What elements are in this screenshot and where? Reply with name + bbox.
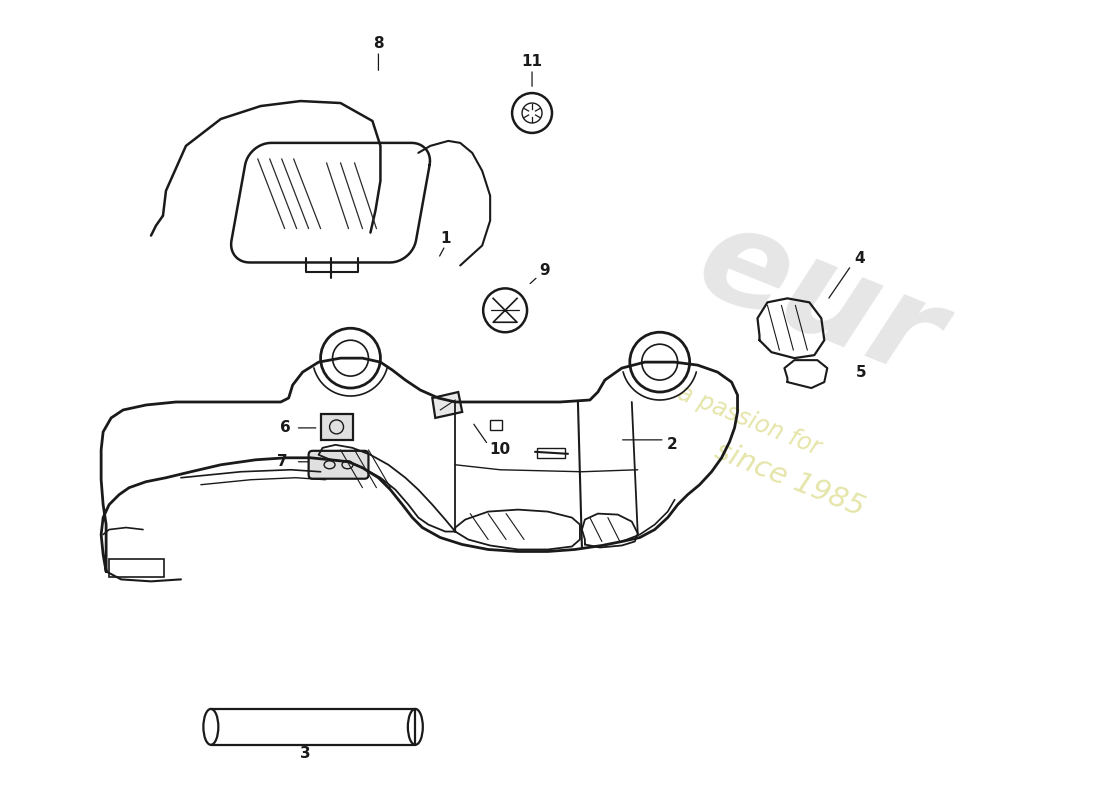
- Text: 2: 2: [667, 438, 678, 452]
- Bar: [109, 559, 164, 578]
- Text: 7: 7: [277, 454, 288, 470]
- Text: 8: 8: [373, 36, 384, 50]
- Text: 10: 10: [490, 442, 510, 458]
- Text: 6: 6: [280, 421, 292, 435]
- Text: since 1985: since 1985: [711, 437, 868, 522]
- FancyBboxPatch shape: [309, 451, 368, 478]
- FancyBboxPatch shape: [320, 414, 352, 440]
- Polygon shape: [432, 392, 462, 418]
- Text: eur: eur: [680, 195, 958, 406]
- Bar: [537, 448, 565, 458]
- Text: 4: 4: [854, 251, 865, 266]
- Text: 3: 3: [300, 746, 311, 762]
- Text: 5: 5: [856, 365, 867, 379]
- Text: 11: 11: [521, 54, 542, 69]
- Text: 1: 1: [440, 231, 451, 246]
- Text: a passion for: a passion for: [674, 380, 825, 459]
- Text: 9: 9: [540, 263, 550, 278]
- Bar: [491, 420, 502, 430]
